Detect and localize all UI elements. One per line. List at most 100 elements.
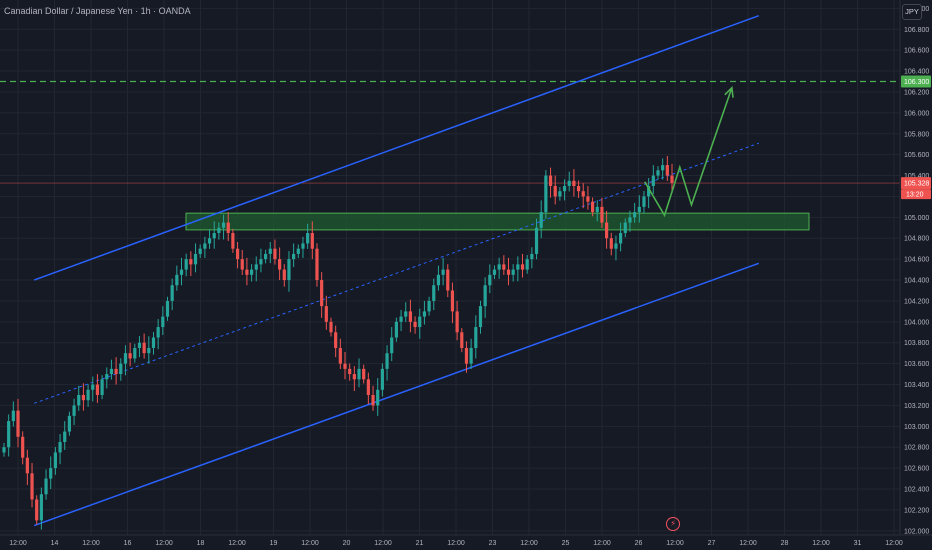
candle-body <box>441 269 445 275</box>
price-tick-label: 106.600 <box>904 48 929 55</box>
candle-body <box>221 222 226 228</box>
price-tick-label: 105.000 <box>904 215 929 222</box>
candle-body <box>217 227 221 234</box>
target-price-tag: 106.300 <box>904 79 929 86</box>
price-tick-label: 102.400 <box>904 487 929 494</box>
candle-body <box>558 191 562 197</box>
candle-body <box>562 185 567 192</box>
candle-body <box>418 316 422 328</box>
time-tick-label: 12:00 <box>301 540 319 547</box>
price-tick-label: 102.600 <box>904 466 929 473</box>
candle-body <box>123 353 128 364</box>
projection-path <box>644 86 734 218</box>
time-tick-label: 26 <box>635 540 643 547</box>
time-tick-label: 12:00 <box>812 540 830 547</box>
price-tick-label: 103.000 <box>904 424 929 431</box>
support-zone-rect <box>185 212 810 231</box>
candle-body <box>91 384 95 390</box>
candle-body <box>343 363 347 369</box>
candle-body <box>249 269 254 275</box>
price-tick-label: 106.200 <box>904 89 929 96</box>
candle-body <box>357 368 361 380</box>
candle-body <box>609 238 613 249</box>
candle-body <box>642 196 646 207</box>
candle-body <box>137 342 142 348</box>
candle-body <box>39 494 43 521</box>
price-tick-label: 105.600 <box>904 152 929 159</box>
candle-body <box>254 264 258 270</box>
candle-body <box>282 269 286 281</box>
candle-body <box>329 321 333 333</box>
candle-body <box>586 196 590 202</box>
candle-body <box>175 274 179 286</box>
bolt-icon[interactable]: ⚡ <box>666 517 680 531</box>
time-tick-label: 12:00 <box>9 540 27 547</box>
candle-body <box>77 394 81 406</box>
candle-body <box>147 347 151 354</box>
projection-arrowhead <box>724 86 734 98</box>
price-tags: 106.300 105.328 13:20 <box>901 75 931 200</box>
candle-body <box>446 269 450 291</box>
candle-body <box>133 347 137 359</box>
time-tick-label: 12:00 <box>739 540 757 547</box>
time-tick-label: 20 <box>343 540 351 547</box>
candle-body <box>72 405 76 416</box>
price-tick-label: 106.400 <box>904 69 929 76</box>
candle-body <box>385 353 389 369</box>
candle-body <box>273 248 277 260</box>
candle-body <box>21 436 25 458</box>
candle-body <box>432 285 436 301</box>
candle-body <box>520 264 525 270</box>
candle-body <box>263 253 268 260</box>
candle-body <box>502 264 506 270</box>
candle-body <box>203 243 207 249</box>
support-zone <box>0 80 900 231</box>
candle-body <box>44 478 48 495</box>
price-tick-label: 102.200 <box>904 507 929 514</box>
candle-body <box>63 431 67 443</box>
candle-body <box>623 222 627 234</box>
price-tick-label: 102.800 <box>904 445 929 452</box>
candle-body <box>35 499 39 521</box>
candle-body <box>95 384 100 395</box>
candle-body <box>278 259 282 270</box>
target-price-tag-bg <box>901 75 931 88</box>
price-tick-label: 102.000 <box>904 528 929 535</box>
time-tick-label: 23 <box>489 540 497 547</box>
candle-body <box>567 180 571 186</box>
candle-body <box>390 337 394 354</box>
price-tick-label: 104.600 <box>904 257 929 264</box>
candle-body <box>310 233 314 249</box>
channel-mid-line <box>33 142 759 404</box>
candle-body <box>516 264 520 270</box>
candle-body <box>235 248 240 260</box>
price-tick-label: 106.800 <box>904 27 929 34</box>
candle-body <box>572 180 576 186</box>
time-tick-label: 28 <box>781 540 789 547</box>
candle-body <box>165 300 170 317</box>
candle-body <box>670 175 674 183</box>
time-tick-label: 12:00 <box>593 540 611 547</box>
time-tick-label: 14 <box>51 540 59 547</box>
candle-body <box>315 248 319 281</box>
candle-body <box>338 347 342 364</box>
candle-body <box>142 342 146 354</box>
time-tick-label: 12:00 <box>228 540 246 547</box>
currency-button[interactable]: JPY <box>902 4 922 20</box>
candle-body <box>474 327 478 348</box>
candle-body <box>399 316 403 322</box>
candle-body <box>436 274 441 286</box>
candle-body <box>455 311 459 333</box>
candle-body <box>58 442 62 453</box>
candle-body <box>105 374 109 380</box>
candle-body <box>427 300 431 312</box>
time-axis: 12:00 14 12:00 16 12:00 18 12:00 19 12:00 20 12:00… <box>0 534 932 547</box>
price-tick-label: 106.000 <box>904 110 929 117</box>
candle-body <box>170 285 174 301</box>
price-channel <box>33 14 760 527</box>
candle-body <box>422 311 427 317</box>
candle-body <box>376 389 380 406</box>
candle-body <box>268 248 272 254</box>
